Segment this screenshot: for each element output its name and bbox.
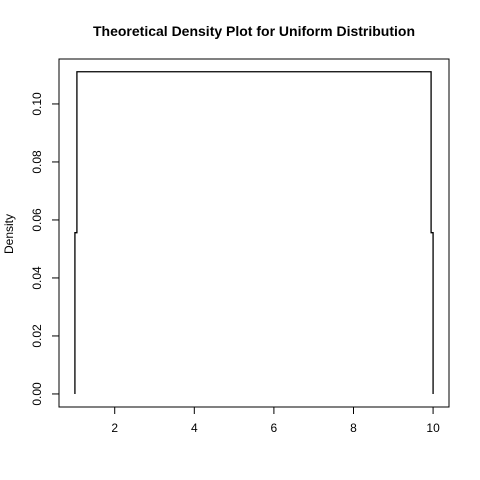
x-tick-label: 6 bbox=[271, 421, 278, 435]
y-tick-label: 0.08 bbox=[30, 150, 44, 174]
density-line bbox=[74, 71, 434, 394]
chart-title: Theoretical Density Plot for Uniform Dis… bbox=[93, 23, 415, 39]
y-axis: 0.00 0.02 0.04 0.06 0.08 0.10 bbox=[30, 92, 60, 406]
x-tick-label: 8 bbox=[350, 421, 357, 435]
x-tick-label: 4 bbox=[191, 421, 198, 435]
y-tick-label: 0.00 bbox=[30, 382, 44, 406]
y-tick-label: 0.04 bbox=[30, 266, 44, 290]
x-axis: 2 4 6 8 10 bbox=[111, 406, 440, 435]
y-tick-label: 0.02 bbox=[30, 324, 44, 348]
series-layer bbox=[74, 71, 434, 394]
x-tick-label: 2 bbox=[111, 421, 118, 435]
y-axis-label: Density bbox=[2, 214, 16, 254]
x-tick-label: 10 bbox=[426, 421, 440, 435]
y-tick-label: 0.06 bbox=[30, 208, 44, 232]
y-tick-label: 0.10 bbox=[30, 92, 44, 116]
